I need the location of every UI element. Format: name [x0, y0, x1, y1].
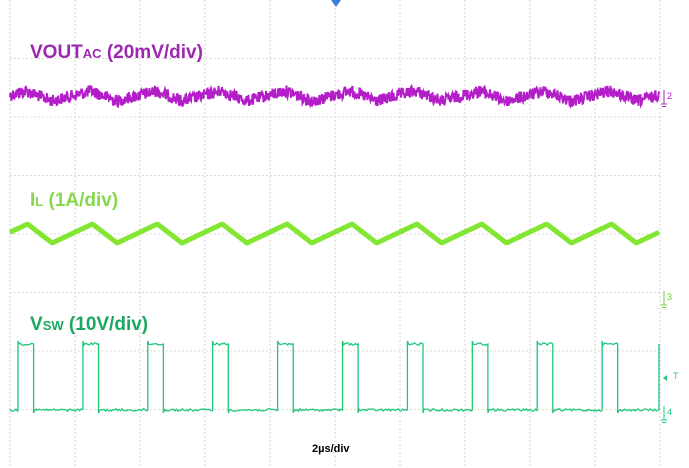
- switch-node-voltage-trace: [9, 340, 660, 414]
- channel-2-marker: 2: [661, 90, 672, 107]
- channel-4-marker: 4: [661, 406, 672, 423]
- time-scale-label: 2µs/div: [312, 443, 350, 455]
- switch-node-voltage-label: VSW (10V/div): [30, 314, 148, 335]
- trigger-position-marker: [331, 0, 341, 7]
- inductor-current-trace: [8, 221, 661, 246]
- svg-text:T: T: [673, 371, 679, 381]
- svg-text:2: 2: [667, 91, 672, 101]
- vout-ac-label: VOUTAC (20mV/div): [30, 42, 203, 63]
- svg-text:4: 4: [667, 407, 672, 417]
- vout-ac-trace: [9, 83, 660, 110]
- trigger-level-marker: T: [663, 371, 679, 381]
- inductor-current-label: IL (1A/div): [30, 190, 118, 211]
- channel-3-marker: 3: [661, 291, 672, 308]
- svg-text:3: 3: [667, 292, 672, 302]
